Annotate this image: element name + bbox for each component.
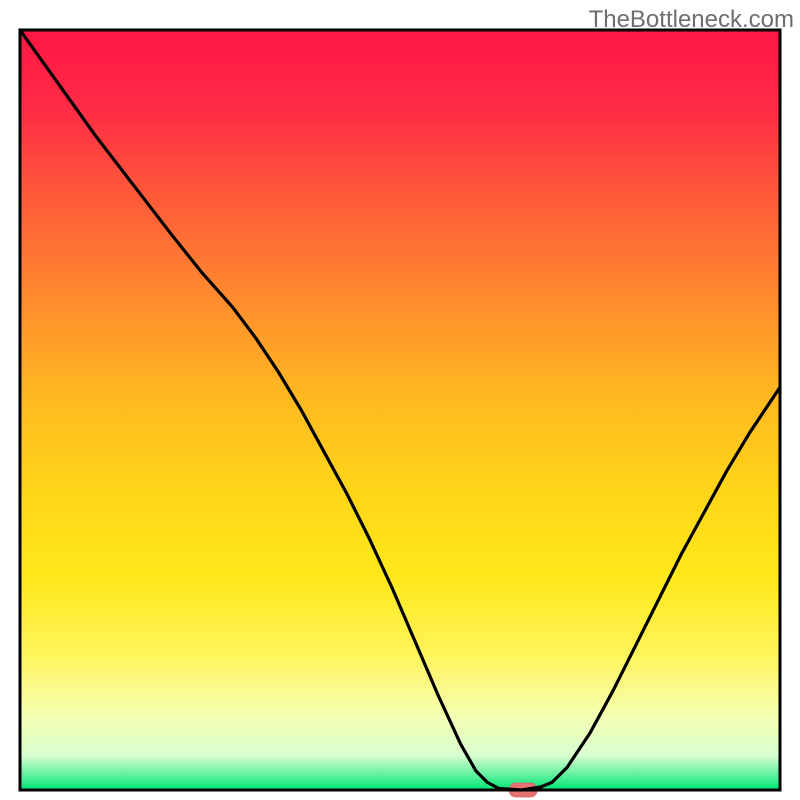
chart-stage: TheBottleneck.com [0,0,800,800]
bottleneck-chart [0,0,800,800]
watermark-text: TheBottleneck.com [589,6,794,34]
gradient-background [20,30,780,790]
